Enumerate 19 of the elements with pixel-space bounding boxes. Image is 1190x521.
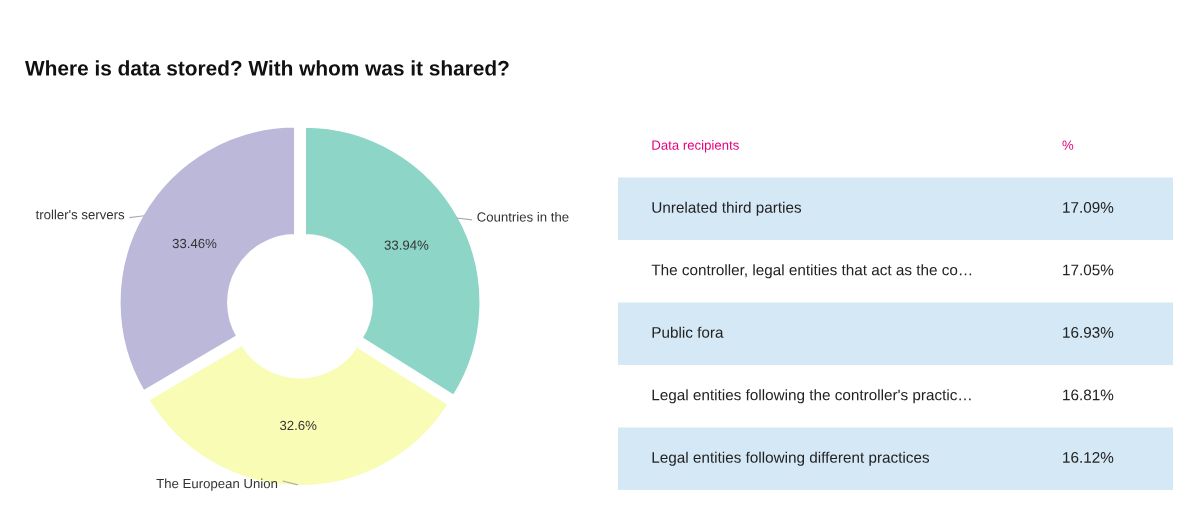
category-label: Public fora — [652, 326, 724, 338]
chart-title: Where is data stored? With whom was it shared? — [25, 60, 509, 76]
data-label: 33.46% — [172, 238, 217, 249]
slice-label: Countries in the — [477, 211, 569, 222]
text: Data recipients — [652, 140, 739, 153]
category-label: Unrelated third parties — [652, 201, 802, 216]
category-label: The controller, legal entities that act as the co… — [651, 264, 972, 279]
text: 16.12% — [1063, 452, 1114, 463]
text: 16.93% — [1063, 327, 1114, 338]
slice-label: The European Union — [156, 478, 278, 491]
text: % — [1062, 140, 1074, 150]
data-label: 33.94% — [384, 240, 429, 250]
category-label: Legal entities following the controller's practic… — [652, 389, 971, 404]
slice-label: troller's servers — [35, 209, 125, 220]
data-label: 32.6% — [279, 420, 317, 431]
text: 17.05% — [1063, 264, 1114, 276]
text: 16.81% — [1063, 389, 1114, 401]
category-label: Legal entities following different practices — [652, 451, 930, 466]
text: 17.09% — [1063, 202, 1114, 213]
